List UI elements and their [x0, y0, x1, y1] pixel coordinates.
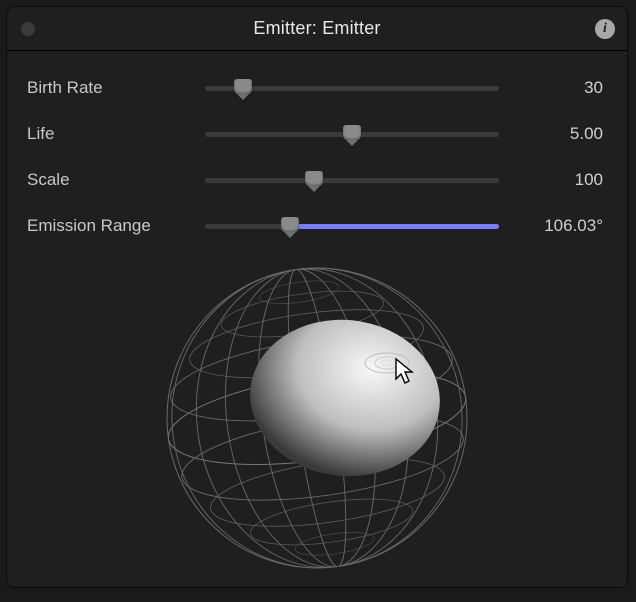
row-scale: Scale 100 [27, 157, 609, 203]
value-birth-rate[interactable]: 30 [499, 78, 609, 98]
row-life: Life 5.00 [27, 111, 609, 157]
slider-rows: Birth Rate 30 Life 5.00 Scale [7, 51, 627, 249]
emission-sphere-control[interactable] [162, 263, 472, 573]
row-emission-range: Emission Range 106.03° [27, 203, 609, 249]
slider-track [205, 86, 499, 91]
value-life[interactable]: 5.00 [499, 124, 609, 144]
value-scale[interactable]: 100 [499, 170, 609, 190]
sphere-wireframe [162, 263, 472, 573]
emitter-panel: Emitter: Emitter i Birth Rate 30 Life 5.… [6, 6, 628, 588]
label-scale: Scale [27, 170, 205, 190]
slider-fill [290, 224, 499, 229]
slider-life[interactable] [205, 122, 499, 146]
slider-track [205, 132, 499, 137]
label-life: Life [27, 124, 205, 144]
slider-track [205, 224, 499, 229]
row-birth-rate: Birth Rate 30 [27, 65, 609, 111]
slider-scale[interactable] [205, 168, 499, 192]
slider-birth-rate[interactable] [205, 76, 499, 100]
slider-thumb[interactable] [234, 79, 252, 95]
slider-thumb[interactable] [281, 217, 299, 233]
slider-thumb[interactable] [305, 171, 323, 187]
window-close-dot[interactable] [21, 22, 35, 36]
label-emission-range: Emission Range [27, 216, 205, 236]
slider-track [205, 178, 499, 183]
slider-thumb[interactable] [343, 125, 361, 141]
emission-sphere-area [7, 249, 627, 573]
slider-emission-range[interactable] [205, 214, 499, 238]
label-birth-rate: Birth Rate [27, 78, 205, 98]
titlebar: Emitter: Emitter i [7, 7, 627, 51]
value-emission-range[interactable]: 106.03° [499, 216, 609, 236]
panel-title: Emitter: Emitter [7, 18, 627, 39]
info-icon[interactable]: i [595, 19, 615, 39]
